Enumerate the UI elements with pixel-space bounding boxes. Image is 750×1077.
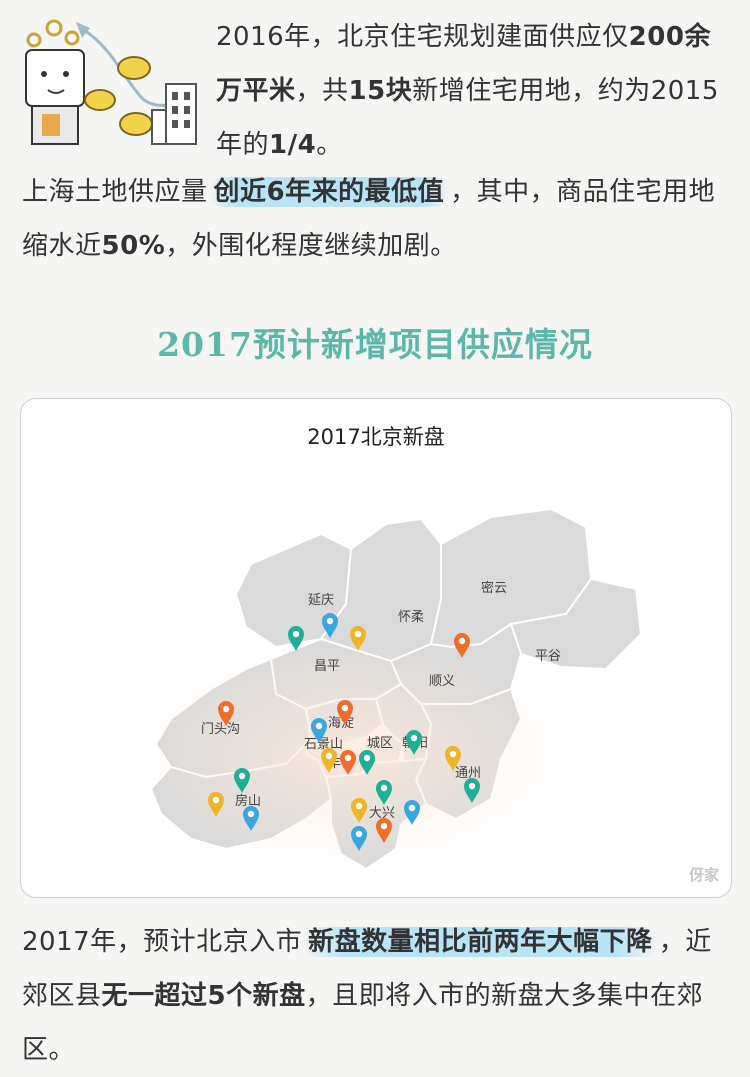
map-pin-icon (208, 792, 224, 817)
paragraph-land-supply-shanghai: 上海土地供应量 创近6年来的最低值 ，其中，商品住宅用地缩水近50%，外围化程度继续… (22, 165, 734, 273)
para1-text-2: ，共 (295, 76, 349, 106)
person-figure-icon (25, 19, 85, 145)
map-pin-icon (350, 626, 366, 651)
para1-text-4: 。 (316, 130, 343, 160)
label-huairou: 怀柔 (398, 610, 424, 625)
map-pin-icon (288, 626, 304, 651)
map-pin-icon (340, 750, 356, 775)
para2-text-2: ，其中，商品住宅用地缩水近 (22, 177, 716, 261)
paragraph-land-supply-beijing: 2016年，北京住宅规划建面供应仅200余万平米，共15块新增住宅用地，约为20… (216, 10, 736, 172)
para1-bold-3: 1/4 (269, 130, 317, 160)
para3-text-3: ，且即将入市的新盘大多集中在郊区。 (22, 981, 704, 1065)
map-pin-icon (404, 800, 420, 825)
para1-bold-1: 200余万平米 (216, 22, 711, 106)
map-pin-icon (376, 780, 392, 805)
para1-bold-2: 15块 (348, 76, 413, 106)
para2-text-3: ，外围化程度继续加剧。 (165, 231, 457, 261)
para2-text-1: 上海土地供应量 (22, 177, 208, 207)
map-title: 2017北京新盘 (307, 425, 445, 449)
paragraph-2017-projects: 2017年，预计北京入市 新盘数量相比前两年大幅下降 ，近郊区县无一超过5个新盘，且… (22, 915, 734, 1077)
label-pinggu: 平谷 (535, 649, 561, 664)
label-miyun: 密云 (481, 580, 507, 596)
map-pin-icon (454, 633, 470, 658)
para3-text-1: 2017年，预计北京入市 (22, 927, 303, 957)
map-pin-icon (234, 768, 250, 793)
header-illustration (25, 19, 197, 145)
map-pin-icon (218, 701, 234, 726)
map-pin-icon (311, 718, 327, 743)
label-chengqu: 城区 (367, 736, 393, 751)
para3-highlight: 新盘数量相比前两年大幅下降 (302, 927, 659, 957)
map-pin-icon (321, 748, 337, 773)
label-changping: 昌平 (314, 659, 340, 674)
para2-bold-1: 50% (101, 231, 166, 261)
para2-highlight: 创近6年来的最低值 (207, 177, 451, 207)
map-pin-icon (322, 613, 338, 638)
project-pins (208, 613, 480, 851)
label-yanqing: 延庆 (308, 593, 334, 608)
map-card: 2017北京新盘 延庆 怀柔 (20, 398, 732, 898)
map-pin-icon (243, 806, 259, 831)
para3-text-2: ，近郊区县 (22, 927, 712, 1011)
label-daxing: 大兴 (369, 806, 395, 821)
para1-text-1: 2016年，北京住宅规划建面供应仅 (216, 22, 629, 52)
building-icon (151, 83, 197, 145)
section-title: 2017预计新增项目供应情况 (157, 325, 593, 364)
map-pin-icon (337, 700, 353, 725)
beijing-map: 延庆 怀柔 密云 平谷 昌平 顺义 门头沟 海淀 石景山 城区 朝阳 丰台 通州… (141, 507, 643, 871)
map-pin-icon (464, 778, 480, 803)
district-pinggu (509, 577, 643, 671)
label-shijingshan: 石景山 (304, 737, 343, 752)
map-pin-icon (406, 730, 422, 755)
map-pin-icon (445, 746, 461, 771)
label-shunyi: 顺义 (429, 674, 455, 689)
map-pin-icon (359, 750, 375, 775)
label-fangshan: 房山 (235, 793, 261, 809)
map-pin-icon (376, 818, 392, 843)
para1-text-3: 新增住宅用地，约为2015年的 (216, 76, 719, 160)
map-pin-icon (351, 798, 367, 823)
map-pin-icon (351, 826, 367, 851)
label-mentougou: 门头沟 (201, 722, 240, 737)
label-tongzhou: 通州 (455, 766, 481, 781)
para3-bold-1: 无一超过5个新盘 (101, 981, 306, 1011)
watermark-logo: 伢家 (688, 866, 719, 884)
